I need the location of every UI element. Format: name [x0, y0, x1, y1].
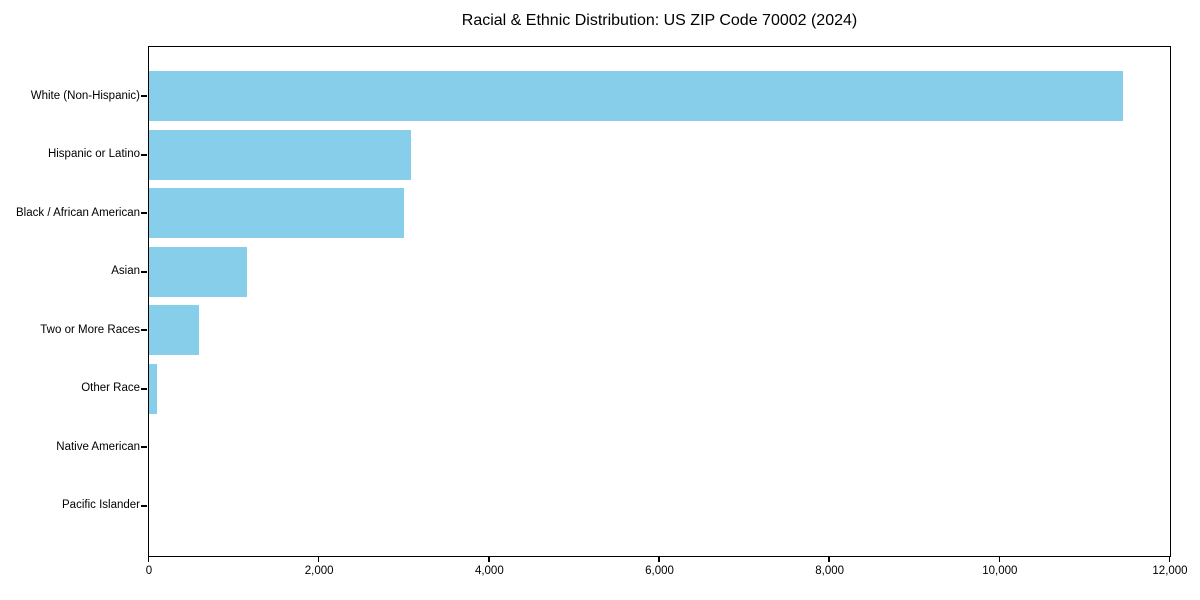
y-tick-label: White (Non-Hispanic)	[30, 89, 140, 102]
y-tick-label: Black / African American	[16, 206, 140, 219]
y-tick-mark	[141, 95, 147, 98]
y-tick-mark	[141, 329, 147, 332]
y-tick-label: Native American	[56, 440, 140, 453]
y-tick-mark	[141, 504, 147, 507]
x-tick-mark	[1168, 555, 1171, 562]
y-tick-mark	[141, 153, 147, 156]
y-tick-label: Hispanic or Latino	[47, 148, 140, 161]
plot-area	[141, 45, 1171, 562]
bar	[148, 71, 1123, 122]
y-tick-mark	[141, 212, 147, 215]
x-tick-label: 4,000	[474, 565, 504, 577]
x-tick-mark	[998, 555, 1001, 562]
x-tick-mark	[828, 555, 830, 562]
x-tick-label: 6,000	[645, 565, 674, 577]
x-tick-label: 8,000	[815, 565, 845, 577]
x-tick-label: 2,000	[304, 565, 334, 577]
bar	[148, 363, 158, 414]
y-tick-mark	[141, 270, 147, 273]
x-tick-label: 10,000	[982, 565, 1018, 577]
y-tick-label: Other Race	[81, 382, 140, 395]
y-tick-label: Pacific Islander	[62, 499, 140, 512]
bar	[148, 129, 412, 180]
x-tick-label: 0	[145, 565, 153, 577]
y-tick-label: Asian	[111, 265, 140, 278]
x-tick-mark	[488, 555, 490, 562]
x-tick-mark	[317, 555, 320, 562]
chart-title: Racial & Ethnic Distribution: US ZIP Cod…	[461, 12, 858, 29]
x-tick-mark	[658, 555, 660, 562]
x-tick-mark	[147, 555, 150, 562]
bar	[148, 188, 404, 239]
bar	[148, 305, 199, 356]
bar	[148, 246, 248, 297]
y-tick-mark	[141, 387, 147, 390]
y-tick-label: Two or More Races	[40, 323, 140, 336]
y-tick-mark	[141, 446, 147, 449]
x-tick-label: 12,000	[1152, 565, 1188, 577]
